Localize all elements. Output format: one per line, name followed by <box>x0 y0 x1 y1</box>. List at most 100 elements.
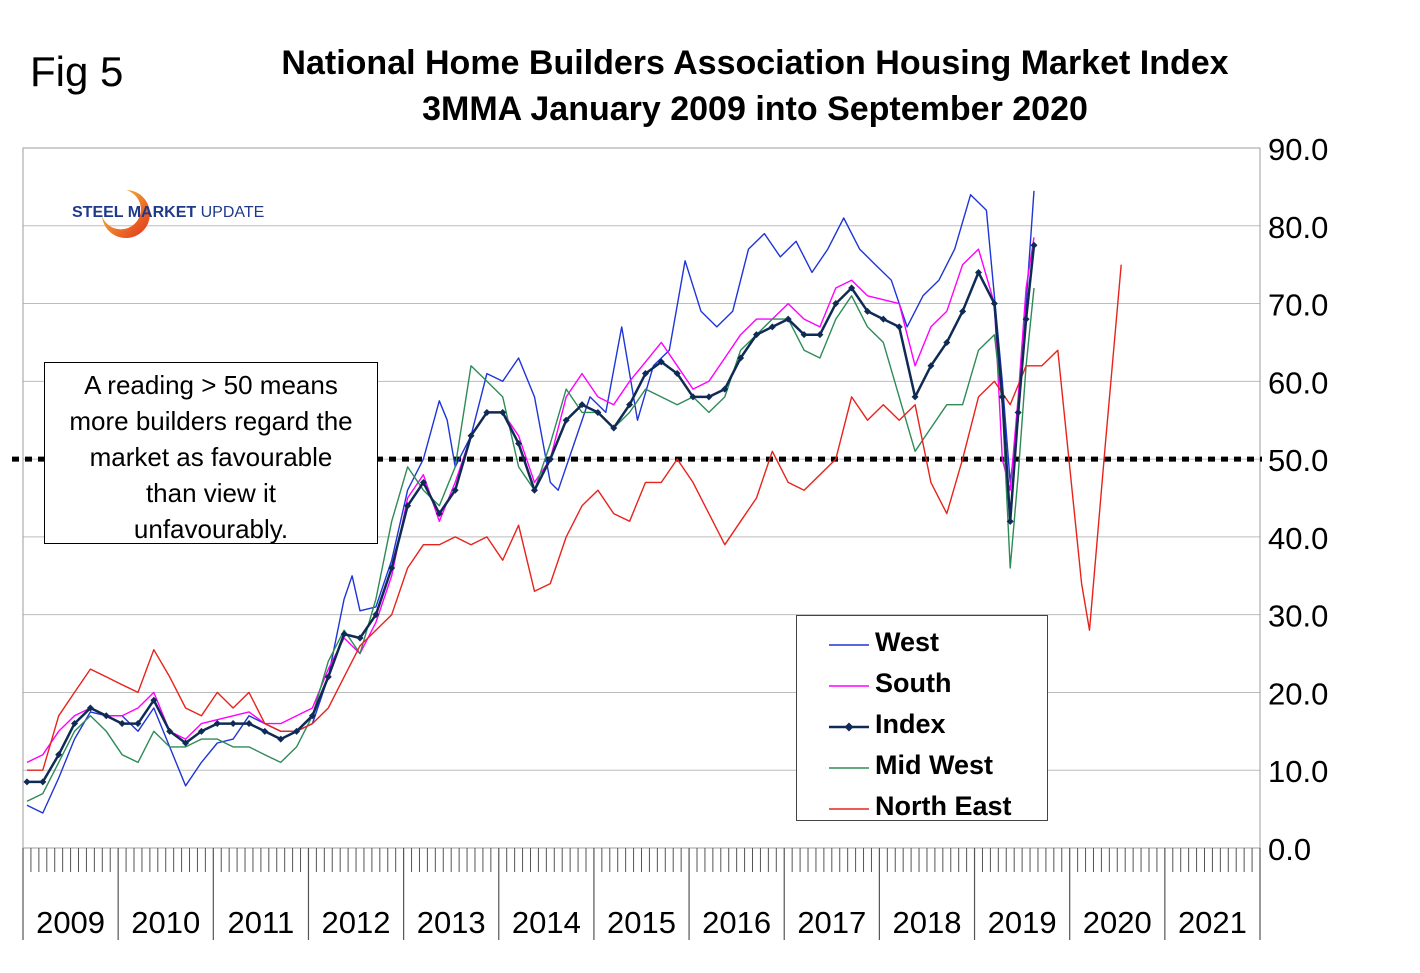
data-point-index <box>689 393 697 401</box>
steel-market-update-logo: STEEL MARKET UPDATE <box>68 182 288 244</box>
y-tick-label: 60.0 <box>1268 365 1328 400</box>
x-axis-labels: 2009 2010 2011 2012 2013 2014 2015 2016 2017 2018… <box>36 905 1247 940</box>
legend-item-index: Index <box>797 706 1047 746</box>
y-tick-label: 80.0 <box>1268 210 1328 245</box>
data-point-index <box>927 362 935 370</box>
data-point-index <box>832 300 840 308</box>
chart-title-line-1: National Home Builders Association Housi… <box>281 44 1229 82</box>
data-point-index <box>245 720 253 728</box>
y-tick-label: 20.0 <box>1268 676 1328 711</box>
data-point-index <box>261 727 269 735</box>
legend-label: Index <box>875 709 946 739</box>
x-tick-label: 2013 <box>417 905 486 940</box>
data-point-index <box>435 510 443 518</box>
annotation-line: market as favourable <box>89 442 333 472</box>
data-point-index <box>134 720 142 728</box>
x-tick-label: 2014 <box>512 905 581 940</box>
annotation-box: A reading > 50 means more builders regar… <box>44 362 378 544</box>
data-point-index <box>594 408 602 416</box>
x-tick-label: 2011 <box>228 905 295 940</box>
data-point-index <box>293 727 301 735</box>
series-line-north-east <box>27 264 1122 771</box>
data-point-index <box>356 634 364 642</box>
x-tick-label: 2019 <box>988 905 1057 940</box>
data-point-index <box>530 486 538 494</box>
data-point-index <box>721 385 729 393</box>
data-point-index <box>55 751 63 759</box>
data-point-index <box>863 307 871 315</box>
data-point-index <box>752 331 760 339</box>
series-line-west <box>26 190 1035 814</box>
chart-title: National Home Builders Association Housi… <box>185 40 1325 132</box>
data-point-index <box>483 408 491 416</box>
legend-swatch-south <box>829 685 869 687</box>
legend-label: North East <box>875 791 1012 821</box>
data-point-index <box>610 424 618 432</box>
data-point-index <box>388 564 396 572</box>
legend-swatch-marker <box>844 722 854 732</box>
data-point-index <box>848 284 856 292</box>
x-tick-label: 2021 <box>1178 905 1247 940</box>
data-point-index <box>340 630 348 638</box>
data-point-index <box>23 778 31 786</box>
series-line-mid-west <box>26 287 1035 802</box>
y-tick-label: 90.0 <box>1268 132 1328 167</box>
logo-text-regular: UPDATE <box>196 204 265 221</box>
x-tick-label: 2016 <box>702 905 771 940</box>
legend-item-mid-west: Mid West <box>797 747 1047 787</box>
data-point-index <box>86 704 94 712</box>
data-point-index <box>419 478 427 486</box>
annotation-line: unfavourably. <box>133 514 289 544</box>
legend-swatch-index <box>829 722 869 732</box>
legend-label: Mid West <box>875 750 994 780</box>
x-tick-label: 2018 <box>892 905 961 940</box>
data-point-index <box>71 720 79 728</box>
data-point-index <box>562 416 570 424</box>
annotation-line: than view it <box>145 478 277 508</box>
data-point-index <box>451 486 459 494</box>
data-point-index <box>879 315 887 323</box>
data-point-index <box>467 432 475 440</box>
data-point-index <box>1006 517 1014 525</box>
legend-item-north-east: North East <box>797 788 1047 828</box>
legend: West South Index Mid West North East <box>796 615 1048 821</box>
data-point-index <box>800 331 808 339</box>
data-point-index <box>673 370 681 378</box>
data-point-index <box>578 401 586 409</box>
x-axis-ticks <box>22 848 1261 940</box>
x-tick-label: 2017 <box>797 905 866 940</box>
y-axis-labels: 0.0 10.0 20.0 30.0 40.0 50.0 60.0 70.0 80.0 90.0 <box>1268 132 1328 867</box>
data-point-index <box>641 370 649 378</box>
data-point-index <box>39 778 47 786</box>
legend-item-west: West <box>797 624 1047 664</box>
x-tick-label: 2020 <box>1083 905 1152 940</box>
data-point-index <box>515 440 523 448</box>
series-lines <box>23 190 1122 814</box>
data-point-index <box>895 323 903 331</box>
y-tick-label: 70.0 <box>1268 288 1328 323</box>
data-point-index <box>404 502 412 510</box>
data-point-index <box>990 300 998 308</box>
legend-label: South <box>875 668 952 698</box>
y-tick-label: 40.0 <box>1268 521 1328 556</box>
data-point-index <box>213 720 221 728</box>
data-point-index <box>784 315 792 323</box>
annotation-line: A reading > 50 means <box>84 370 338 400</box>
data-point-index <box>911 393 919 401</box>
data-point-index <box>499 408 507 416</box>
annotation-line: more builders regard the <box>69 406 353 436</box>
data-point-index <box>943 338 951 346</box>
data-point-index <box>1014 408 1022 416</box>
data-point-index <box>998 393 1006 401</box>
x-tick-label: 2009 <box>36 905 105 940</box>
y-tick-label: 0.0 <box>1268 832 1311 867</box>
data-point-index <box>626 401 634 409</box>
data-point-index <box>657 358 665 366</box>
x-tick-label: 2012 <box>322 905 391 940</box>
data-point-index <box>546 455 554 463</box>
data-point-index <box>737 354 745 362</box>
data-point-index <box>324 673 332 681</box>
y-tick-label: 10.0 <box>1268 754 1328 789</box>
data-point-index <box>197 727 205 735</box>
data-point-index <box>705 393 713 401</box>
